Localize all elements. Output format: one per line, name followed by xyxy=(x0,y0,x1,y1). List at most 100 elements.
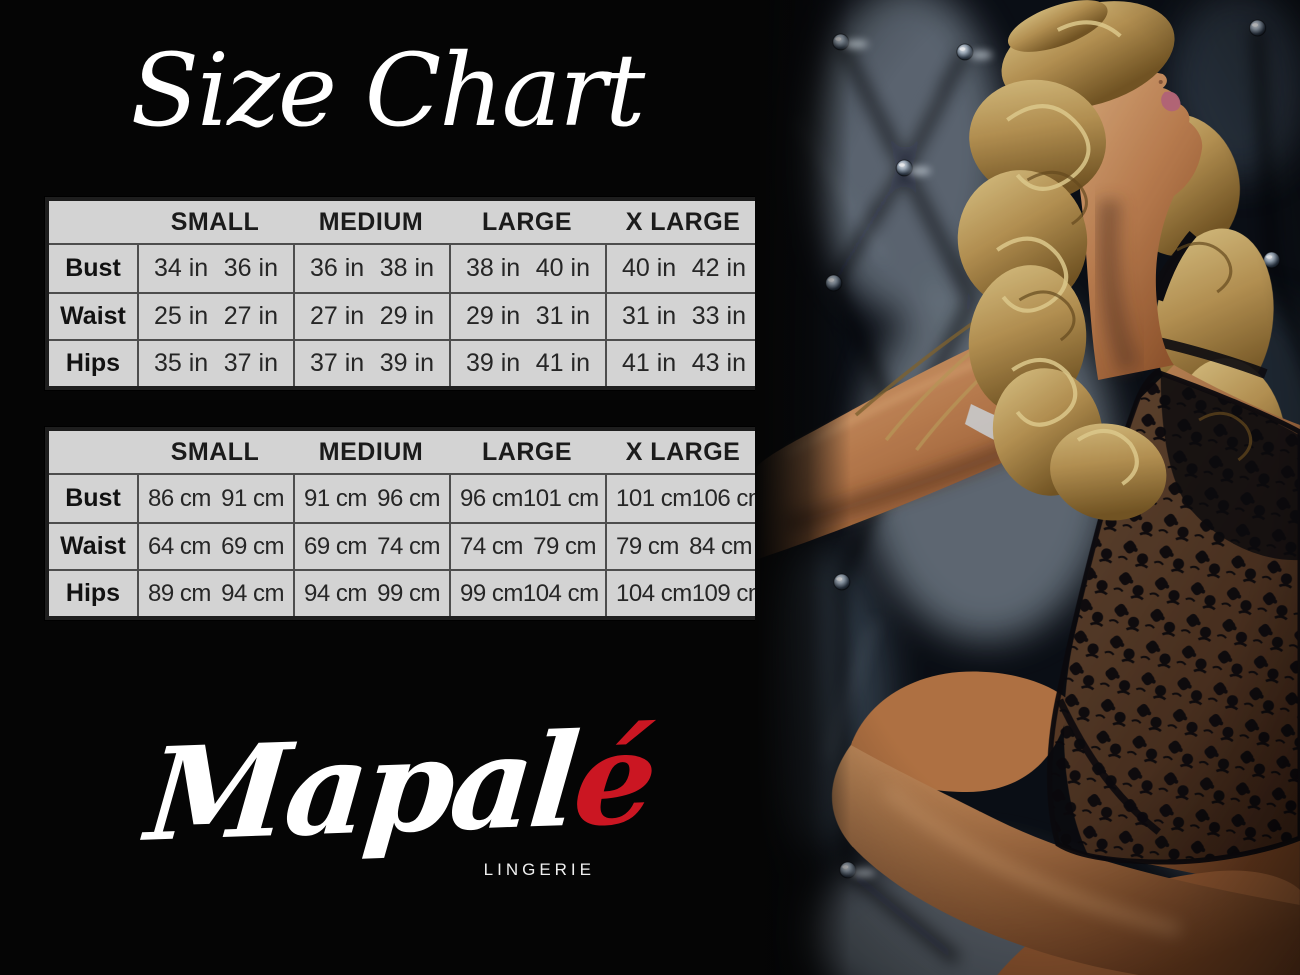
size-column-header: X LARGE xyxy=(605,201,761,245)
size-column-header: LARGE xyxy=(449,201,605,245)
measurement-value: 89 cm xyxy=(148,579,211,607)
measurement-value: 91 cm xyxy=(221,484,284,512)
size-column-header: MEDIUM xyxy=(293,201,449,245)
measurement-cell: 41 in 43 in xyxy=(605,339,761,386)
model-photo-illustration xyxy=(755,0,1300,975)
measurement-value: 91 cm xyxy=(304,484,367,512)
size-table-inches: SMALL MEDIUM LARGE X LARGE Bust 34 in 36 in 36 … xyxy=(45,197,765,390)
measurement-value: 39 in xyxy=(466,349,521,377)
measurement-cell: 36 in 38 in xyxy=(293,245,449,292)
measurement-value: 29 in xyxy=(466,302,521,330)
measurement-value: 36 in xyxy=(223,254,278,282)
measurement-value: 69 cm xyxy=(304,532,367,560)
left-edge-blend xyxy=(755,0,851,975)
measurement-cell: 79 cm 84 cm xyxy=(605,522,761,569)
measurement-value: 101 cm xyxy=(616,484,692,512)
measurement-value: 79 cm xyxy=(533,532,596,560)
measurement-value: 99 cm xyxy=(460,579,523,607)
measurement-value: 79 cm xyxy=(616,532,679,560)
measurement-row-label: Hips xyxy=(49,569,137,616)
size-table-row: Bust 86 cm 91 cm 91 cm 96 cm 96 cm 101 cm 101 c… xyxy=(49,475,761,522)
measurement-value: 31 in xyxy=(535,302,590,330)
measurement-cell: 91 cm 96 cm xyxy=(293,475,449,522)
measurement-value: 38 in xyxy=(379,254,434,282)
size-column-header: LARGE xyxy=(449,431,605,475)
measurement-value: 104 cm xyxy=(616,579,692,607)
measurement-cell: 89 cm 94 cm xyxy=(137,569,293,616)
measurement-value: 99 cm xyxy=(377,579,440,607)
measurement-value: 69 cm xyxy=(221,532,284,560)
table-corner-cell xyxy=(49,431,137,475)
measurement-value: 29 in xyxy=(379,302,434,330)
measurement-cell: 64 cm 69 cm xyxy=(137,522,293,569)
measurement-value: 27 in xyxy=(310,302,365,330)
size-table-row: Hips 35 in 37 in 37 in 39 in 39 in 41 in 41 in 4… xyxy=(49,339,761,386)
measurement-row-label: Bust xyxy=(65,254,121,282)
measurement-value: 38 in xyxy=(466,254,521,282)
measurement-value: 37 in xyxy=(223,349,278,377)
measurement-value: 104 cm xyxy=(522,579,599,607)
measurement-cell: 94 cm 99 cm xyxy=(293,569,449,616)
measurement-value: 94 cm xyxy=(304,579,367,607)
measurement-cell: 37 in 39 in xyxy=(293,339,449,386)
measurement-value: 96 cm xyxy=(460,484,523,512)
size-column-header: SMALL xyxy=(137,201,293,245)
measurement-row-label: Hips xyxy=(49,339,137,386)
measurement-cell: 104 cm 109 cm xyxy=(605,569,761,616)
brand-wordmark: Mapalé xyxy=(37,700,763,875)
size-table-header-row: SMALL MEDIUM LARGE X LARGE xyxy=(49,201,761,245)
size-table-row: Waist 25 in 27 in 27 in 29 in 29 in 31 in 31 in… xyxy=(49,292,761,339)
measurement-value: 27 in xyxy=(223,302,278,330)
measurement-value: 109 cm xyxy=(691,579,761,607)
brand-tagline: LINGERIE xyxy=(483,860,595,879)
measurement-cell: 40 in 42 in xyxy=(605,245,761,292)
table-corner-cell xyxy=(49,201,137,245)
measurement-value: 39 in xyxy=(379,349,434,377)
measurement-cell: 34 in 36 in xyxy=(137,245,293,292)
size-table-row: Waist 64 cm 69 cm 69 cm 74 cm 74 cm 79 cm 79 cm… xyxy=(49,522,761,569)
measurement-cell: 39 in 41 in xyxy=(449,339,605,386)
measurement-value: 74 cm xyxy=(377,532,440,560)
measurement-cell: 38 in 40 in xyxy=(449,245,605,292)
brand-logo: Mapalé LINGERIE xyxy=(45,703,755,902)
measurement-value: 64 cm xyxy=(148,532,211,560)
measurement-value: 34 in xyxy=(154,254,209,282)
measurement-row-label: Bust xyxy=(65,484,121,512)
measurement-value: 86 cm xyxy=(148,484,211,512)
size-column-header: MEDIUM xyxy=(293,431,449,475)
size-column-header: X LARGE xyxy=(605,431,761,475)
size-table-header-row: SMALL MEDIUM LARGE X LARGE xyxy=(49,431,761,475)
measurement-value: 36 in xyxy=(310,254,365,282)
measurement-cell: 35 in 37 in xyxy=(137,339,293,386)
measurement-value: 96 cm xyxy=(377,484,440,512)
measurement-value: 31 in xyxy=(622,302,677,330)
measurement-cell: 74 cm 79 cm xyxy=(449,522,605,569)
measurement-cell: 29 in 31 in xyxy=(449,292,605,339)
measurement-cell: 99 cm 104 cm xyxy=(449,569,605,616)
size-column-header: SMALL xyxy=(137,431,293,475)
measurement-value: 41 in xyxy=(622,349,677,377)
brand-wordmark-main: Mapal xyxy=(140,705,582,871)
measurement-value: 42 in xyxy=(691,254,746,282)
measurement-value: 43 in xyxy=(691,349,746,377)
brand-wordmark-accent: é xyxy=(568,703,660,856)
measurement-value: 40 in xyxy=(535,254,590,282)
size-table-row: Hips 89 cm 94 cm 94 cm 99 cm 99 cm 104 cm 104 c… xyxy=(49,569,761,616)
measurement-value: 74 cm xyxy=(460,532,523,560)
size-table-centimeters: SMALL MEDIUM LARGE X LARGE Bust 86 cm 91 cm 91 … xyxy=(45,427,765,620)
measurement-cell: 25 in 27 in xyxy=(137,292,293,339)
measurement-value: 33 in xyxy=(691,302,746,330)
measurement-value: 84 cm xyxy=(689,532,752,560)
measurement-value: 35 in xyxy=(154,349,209,377)
measurement-cell: 101 cm 106 cm xyxy=(605,475,761,522)
measurement-value: 106 cm xyxy=(691,484,761,512)
measurement-value: 101 cm xyxy=(522,484,599,512)
measurement-row-label: Waist xyxy=(49,292,137,339)
measurement-cell: 86 cm 91 cm xyxy=(137,475,293,522)
measurement-value: 40 in xyxy=(622,254,677,282)
measurement-value: 41 in xyxy=(535,349,590,377)
page-title: Size Chart xyxy=(130,32,646,149)
measurement-cell: 69 cm 74 cm xyxy=(293,522,449,569)
size-table-row: Bust 34 in 36 in 36 in 38 in 38 in 40 in 40 in 4… xyxy=(49,245,761,292)
